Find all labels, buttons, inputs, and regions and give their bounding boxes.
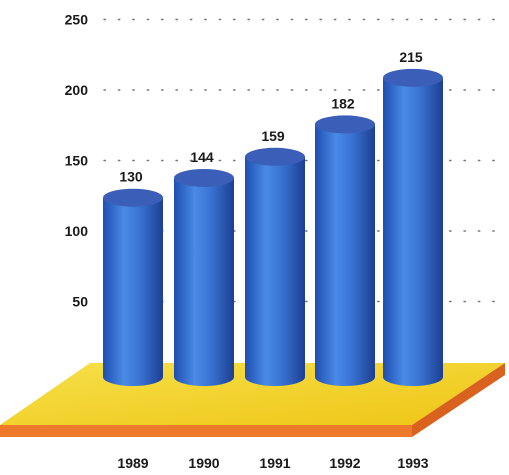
bar-top — [383, 68, 443, 87]
bar-top — [315, 115, 375, 134]
data-label: 215 — [399, 49, 423, 65]
floor-side-edge — [412, 363, 505, 437]
y-tick-label: 100 — [65, 223, 89, 239]
bar-body — [103, 197, 163, 386]
x-tick-label: 1991 — [259, 455, 290, 471]
bar-top — [245, 147, 305, 166]
y-tick-label: 250 — [65, 12, 89, 28]
bar: 144 — [174, 149, 234, 386]
bar-body — [315, 124, 375, 386]
y-tick-label: 50 — [72, 294, 88, 310]
x-tick-label: 1990 — [188, 455, 219, 471]
y-tick-label: 200 — [65, 82, 89, 98]
bars: 130 144 159 182 215 — [103, 49, 443, 386]
bar-body — [174, 177, 234, 386]
data-label: 144 — [190, 149, 214, 165]
bar: 215 — [383, 49, 443, 386]
bar: 130 — [103, 169, 163, 386]
x-tick-label: 1992 — [329, 455, 360, 471]
x-tick-label: 1993 — [397, 455, 428, 471]
data-label: 182 — [331, 95, 355, 111]
y-axis: 50 100 150 200 250 — [65, 12, 89, 310]
bar: 159 — [245, 128, 305, 386]
data-label: 159 — [261, 128, 285, 144]
data-label: 130 — [119, 169, 143, 185]
bar-top — [103, 188, 163, 207]
bar-body — [245, 156, 305, 386]
x-tick-label: 1989 — [117, 455, 148, 471]
bar-top — [174, 168, 234, 187]
x-axis: 1989 1990 1991 1992 1993 — [117, 455, 428, 471]
y-tick-label: 150 — [65, 153, 89, 169]
floor-front-edge — [0, 425, 412, 437]
bar-body — [383, 77, 443, 386]
bar: 182 — [315, 95, 375, 386]
